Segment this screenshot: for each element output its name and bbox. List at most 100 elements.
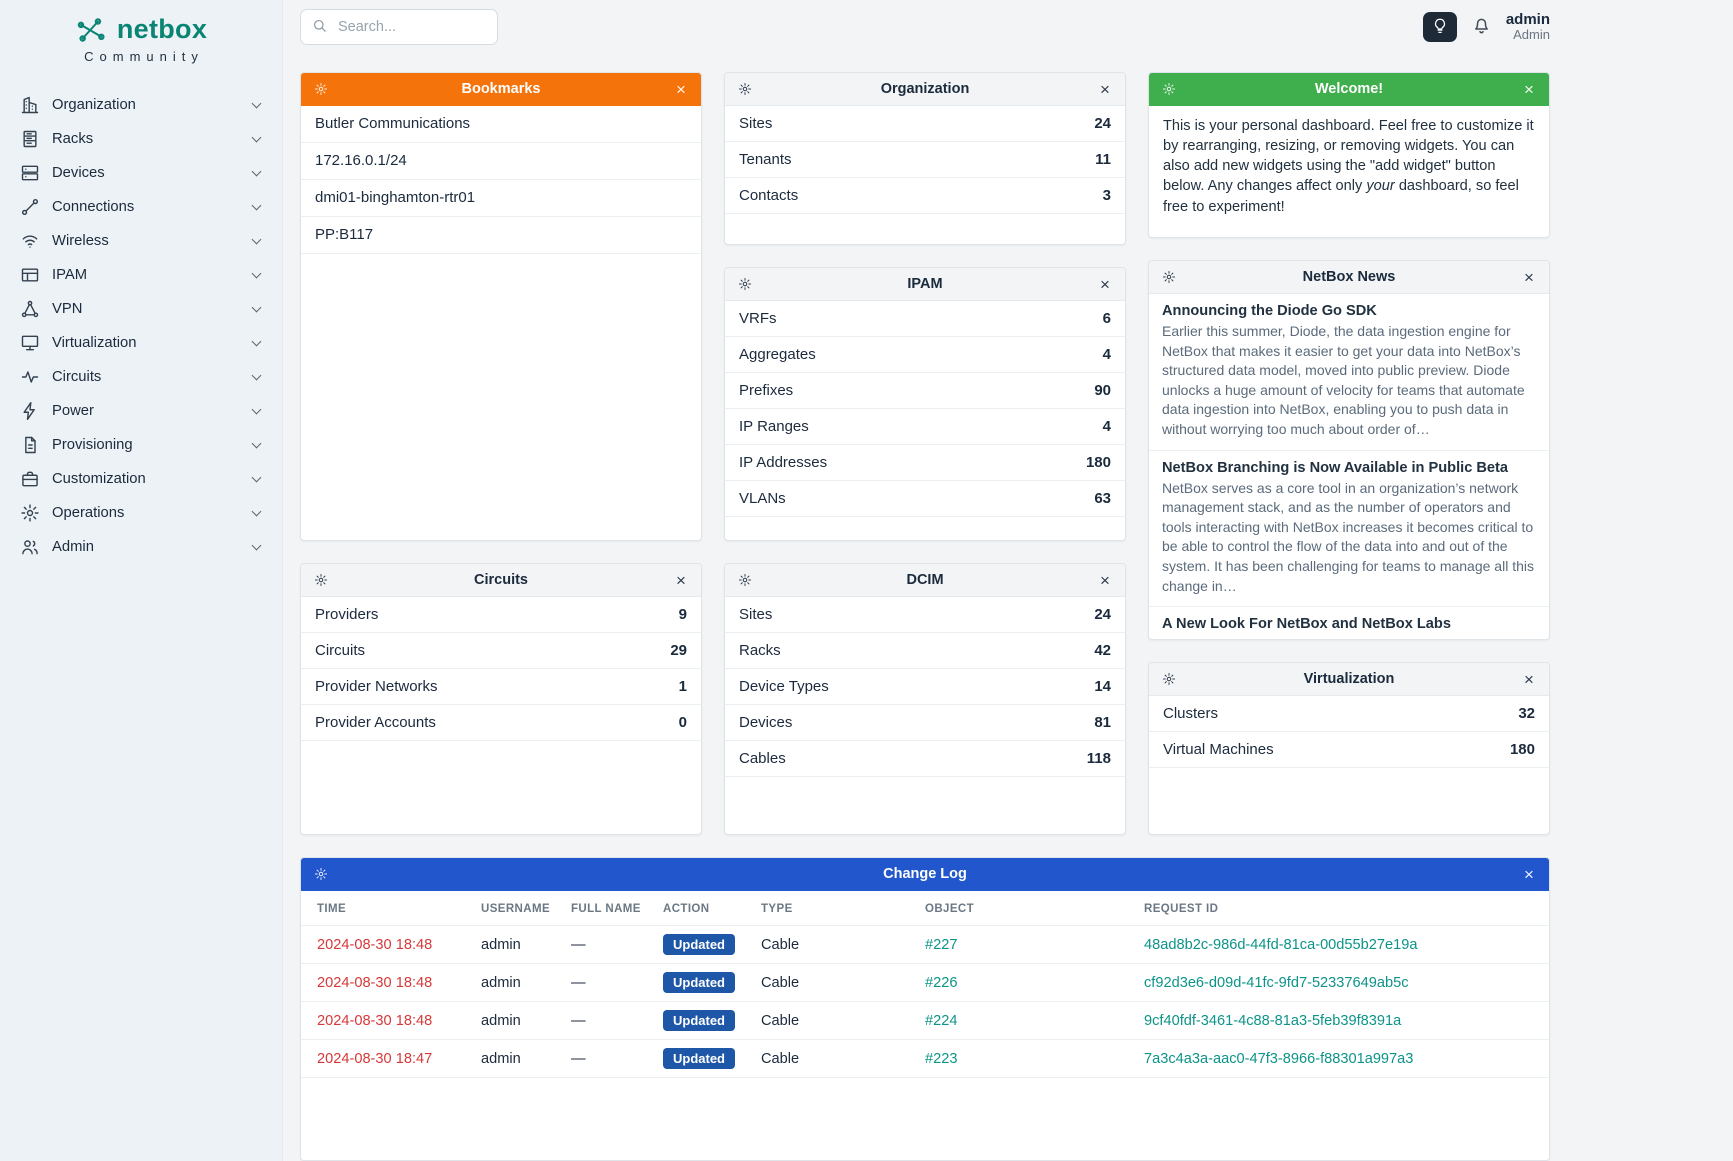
stat-label: Circuits bbox=[315, 642, 366, 659]
sidebar-item-power[interactable]: Power bbox=[0, 394, 282, 428]
stat-row: Provider Networks 1 bbox=[301, 669, 701, 705]
changelog-request-id-link[interactable]: 7a3c4a3a-aac0-47f3-8966-f88301a997a3 bbox=[1144, 1050, 1414, 1067]
changelog-time-link[interactable]: 2024-08-30 18:48 bbox=[317, 1012, 433, 1029]
sidebar-item-connections[interactable]: Connections bbox=[0, 190, 282, 224]
circuits-icon bbox=[20, 367, 40, 387]
widget-title: Organization bbox=[880, 81, 970, 97]
news-headline[interactable]: NetBox Branching is Now Available in Pub… bbox=[1162, 459, 1508, 476]
provisioning-icon bbox=[20, 435, 40, 455]
widget-config-icon[interactable] bbox=[310, 82, 332, 96]
bookmark-item[interactable]: 172.16.0.1/24 bbox=[301, 143, 701, 180]
stat-row: Aggregates 4 bbox=[725, 337, 1125, 373]
main-content: admin Admin Bookmarks × Butler Communica… bbox=[283, 0, 1733, 1161]
changelog-object-link[interactable]: #226 bbox=[925, 974, 958, 991]
stat-label: Provider Accounts bbox=[315, 714, 436, 731]
stat-label: Prefixes bbox=[739, 382, 794, 399]
stat-row: VLANs 63 bbox=[725, 481, 1125, 517]
sidebar-item-circuits[interactable]: Circuits bbox=[0, 360, 282, 394]
changelog-request-id-link[interactable]: cf92d3e6-d09d-41fc-9fd7-52337649ab5c bbox=[1144, 974, 1409, 991]
widget-close-icon[interactable]: × bbox=[1524, 79, 1534, 99]
changelog-time-link[interactable]: 2024-08-30 18:47 bbox=[317, 1050, 433, 1067]
widget-config-icon[interactable] bbox=[734, 82, 756, 96]
search-input[interactable] bbox=[336, 18, 487, 36]
sidebar-item-label: Connections bbox=[52, 199, 135, 215]
stat-label: Devices bbox=[739, 714, 793, 731]
sidebar-item-ipam[interactable]: IPAM bbox=[0, 258, 282, 292]
bookmark-item[interactable]: Butler Communications bbox=[301, 106, 701, 143]
sidebar-item-admin[interactable]: Admin bbox=[0, 530, 282, 564]
changelog-time-link[interactable]: 2024-08-30 18:48 bbox=[317, 974, 433, 991]
widget-config-icon[interactable] bbox=[1158, 270, 1180, 284]
news-headline[interactable]: Announcing the Diode Go SDK bbox=[1162, 303, 1377, 319]
widget-close-icon[interactable]: × bbox=[676, 570, 686, 590]
widget-close-icon[interactable]: × bbox=[1100, 274, 1110, 294]
sidebar: netbox Community Organization Racks Device… bbox=[0, 0, 283, 1161]
changelog-request-id-link[interactable]: 48ad8b2c-986d-44fd-81ca-00d55b27e19a bbox=[1144, 936, 1418, 953]
widget-config-icon[interactable] bbox=[1158, 672, 1180, 686]
widget-news-header: NetBox News × bbox=[1149, 261, 1549, 294]
changelog-object-link[interactable]: #227 bbox=[925, 936, 958, 953]
dashboard-column-3: Welcome! × This is your personal dashboa… bbox=[1148, 72, 1550, 835]
stat-row: Device Types 14 bbox=[725, 669, 1125, 705]
sidebar-item-racks[interactable]: Racks bbox=[0, 122, 282, 156]
news-headline[interactable]: A New Look For NetBox and NetBox Labs bbox=[1162, 616, 1451, 633]
widget-config-icon[interactable] bbox=[734, 573, 756, 587]
widget-close-icon[interactable]: × bbox=[1100, 79, 1110, 99]
changelog-column-header: TIME bbox=[301, 891, 471, 926]
news-story: A New Look For NetBox and NetBox Labs bbox=[1149, 607, 1549, 639]
widget-config-icon[interactable] bbox=[1158, 82, 1180, 96]
stat-label: Contacts bbox=[739, 187, 799, 204]
widget-circuits: Circuits × Providers 9 Circuits 29 Provider … bbox=[300, 563, 702, 835]
sidebar-item-label: VPN bbox=[52, 301, 83, 317]
search-box[interactable] bbox=[300, 9, 498, 45]
widget-close-icon[interactable]: × bbox=[1524, 864, 1534, 884]
notifications-bell-icon[interactable] bbox=[1471, 15, 1492, 40]
changelog-column-header: FULL NAME bbox=[561, 891, 653, 926]
sidebar-item-provisioning[interactable]: Provisioning bbox=[0, 428, 282, 462]
netbox-logo-icon bbox=[75, 15, 109, 45]
widget-config-icon[interactable] bbox=[310, 867, 332, 881]
welcome-text: This is your personal dashboard. Feel fr… bbox=[1149, 106, 1549, 237]
changelog-fullname: — bbox=[561, 963, 653, 1002]
widget-close-icon[interactable]: × bbox=[1524, 267, 1534, 287]
widget-virtualization-header: Virtualization × bbox=[1149, 663, 1549, 696]
changelog-fullname: — bbox=[561, 1001, 653, 1040]
changelog-row: 2024-08-30 18:48 admin — Updated Cable #227 48… bbox=[301, 925, 1549, 964]
stat-label: IP Ranges bbox=[739, 418, 809, 435]
widget-close-icon[interactable]: × bbox=[1524, 669, 1534, 689]
widget-close-icon[interactable]: × bbox=[676, 79, 686, 99]
vpn-icon bbox=[20, 299, 40, 319]
devices-icon bbox=[20, 163, 40, 183]
widget-config-icon[interactable] bbox=[310, 573, 332, 587]
bookmark-item[interactable]: PP:B117 bbox=[301, 217, 701, 254]
widget-title: Circuits bbox=[474, 572, 528, 588]
changelog-action-badge: Updated bbox=[663, 1010, 735, 1031]
changelog-object-link[interactable]: #223 bbox=[925, 1050, 958, 1067]
changelog-time-link[interactable]: 2024-08-30 18:48 bbox=[317, 936, 433, 953]
sidebar-item-wireless[interactable]: Wireless bbox=[0, 224, 282, 258]
sidebar-item-devices[interactable]: Devices bbox=[0, 156, 282, 190]
bookmark-item[interactable]: dmi01-binghamton-rtr01 bbox=[301, 180, 701, 217]
widget-config-icon[interactable] bbox=[734, 277, 756, 291]
changelog-column-header: TYPE bbox=[751, 891, 915, 926]
stat-value: 1 bbox=[678, 678, 687, 695]
sidebar-item-operations[interactable]: Operations bbox=[0, 496, 282, 530]
chevron-down-icon bbox=[251, 472, 262, 482]
changelog-request-id-link[interactable]: 9cf40fdf-3461-4c88-81a3-5feb39f8391a bbox=[1144, 1012, 1402, 1029]
news-story: NetBox Branching is Now Available in Pub… bbox=[1149, 451, 1549, 608]
sidebar-item-virtualization[interactable]: Virtualization bbox=[0, 326, 282, 360]
stat-row: Sites 24 bbox=[725, 597, 1125, 633]
user-menu[interactable]: admin Admin bbox=[1506, 11, 1550, 43]
stat-row: IP Ranges 4 bbox=[725, 409, 1125, 445]
sidebar-item-organization[interactable]: Organization bbox=[0, 88, 282, 122]
sidebar-item-customization[interactable]: Customization bbox=[0, 462, 282, 496]
widget-close-icon[interactable]: × bbox=[1100, 570, 1110, 590]
welcome-text-segment: This is your personal dashboard. Feel fr… bbox=[1163, 118, 1534, 195]
theme-toggle-button[interactable] bbox=[1422, 12, 1457, 42]
widget-ipam-header: IPAM × bbox=[725, 268, 1125, 301]
chevron-down-icon bbox=[251, 166, 262, 176]
sidebar-item-vpn[interactable]: VPN bbox=[0, 292, 282, 326]
news-body: Earlier this summer, Diode, the data ing… bbox=[1162, 323, 1525, 437]
changelog-column-header: USERNAME bbox=[471, 891, 561, 926]
changelog-object-link[interactable]: #224 bbox=[925, 1012, 958, 1029]
